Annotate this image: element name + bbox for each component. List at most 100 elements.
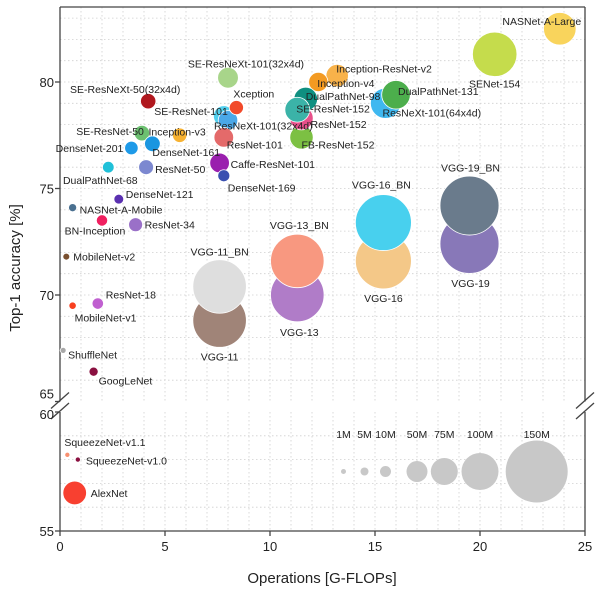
point-label: SE-ResNeXt-101(32x4d) xyxy=(188,59,304,71)
x-tick-label: 0 xyxy=(56,539,63,554)
point-label: Inception-v4 xyxy=(317,78,374,90)
bubble-resnet-34 xyxy=(128,217,143,233)
bubble-vgg-13-bn xyxy=(270,233,325,289)
bubble-inception-v3 xyxy=(172,127,188,143)
point-label: FB-ResNet-152 xyxy=(302,139,375,151)
bubble-nasnet-a-large xyxy=(543,12,577,46)
bubble-googlenet xyxy=(88,366,99,377)
bubble-se-resnext-101-32x4d- xyxy=(217,66,239,89)
point-label: BN-Inception xyxy=(65,225,126,237)
legend-bubble xyxy=(341,469,346,474)
bubble-densenet-161 xyxy=(144,135,161,153)
legend-label: 150M xyxy=(524,429,550,441)
bubble-resnet-101 xyxy=(213,127,235,148)
y-tick-label: 55 xyxy=(40,524,54,539)
bubble-bn-inception xyxy=(95,214,109,227)
bubble-xception xyxy=(228,100,244,116)
point-label: SE-ResNet-101 xyxy=(154,106,228,118)
point-label: Inception-v3 xyxy=(148,126,205,138)
bubble-mobilenet-v1 xyxy=(68,301,77,310)
point-label: DenseNet-201 xyxy=(56,143,124,155)
point-label: VGG-19 xyxy=(451,278,490,290)
size-legend: 1M 5M 10M 50M 75M 100M 150M xyxy=(336,429,568,503)
bubble-resnet-50 xyxy=(138,159,154,176)
bubble-squeezenet-v1-1 xyxy=(64,451,71,458)
point-label: VGG-19_BN xyxy=(441,163,500,175)
y-tick-label: 60 xyxy=(40,407,54,422)
legend-bubble xyxy=(461,453,499,490)
legend-bubble xyxy=(505,440,568,503)
bubble-squeezenet-v1-0 xyxy=(74,456,81,463)
x-tick-label: 15 xyxy=(368,539,382,554)
legend-bubble xyxy=(430,458,458,485)
bubble-densenet-201 xyxy=(124,140,139,156)
point-label: ResNet-34 xyxy=(145,220,195,232)
point-label: NASNet-A-Mobile xyxy=(80,205,163,217)
point-label: SE-ResNeXt-50(32x4d) xyxy=(70,84,180,96)
bubble-mobilenet-v2 xyxy=(62,252,71,261)
point-label: ResNeXt-101(32x4d) xyxy=(214,120,313,132)
point-label: DenseNet-169 xyxy=(228,183,296,195)
x-tick-label: 20 xyxy=(473,539,487,554)
bubble-densenet-121 xyxy=(113,193,125,205)
point-label: ShuffleNet xyxy=(68,349,117,361)
point-label: VGG-16 xyxy=(364,293,403,305)
bubble-vgg-19-bn xyxy=(439,175,500,236)
point-label: SE-ResNet-152 xyxy=(296,104,370,116)
point-label: ResNet-152 xyxy=(311,119,367,131)
bubble-senet-154 xyxy=(472,31,518,77)
axis-break-mark xyxy=(575,392,595,409)
axis-break-mark xyxy=(575,402,595,420)
point-label: NASNet-A-Large xyxy=(502,16,581,28)
x-tick-label: 25 xyxy=(578,539,592,554)
point-label: Inception-ResNet-v2 xyxy=(336,64,432,76)
legend-bubble xyxy=(380,466,391,477)
point-label: VGG-13 xyxy=(280,327,319,339)
point-label: VGG-11 xyxy=(201,352,239,364)
x-tick-label: 5 xyxy=(161,539,168,554)
y-tick-label: 65 xyxy=(40,387,54,402)
bubble-inception-v4 xyxy=(308,71,329,93)
point-label: VGG-11_BN xyxy=(191,246,249,258)
bubble-vgg-16-bn xyxy=(354,194,412,251)
axis-break-mark xyxy=(50,392,70,409)
axis-break-mark xyxy=(50,402,70,420)
point-label: SE-ResNet-50 xyxy=(76,126,144,138)
legend-label: 1M xyxy=(336,429,351,441)
bubble-dualpathnet-68 xyxy=(102,160,115,174)
x-axis-label: Operations [G-FLOPs] xyxy=(247,570,396,587)
legend-label: 100M xyxy=(467,429,493,441)
point-label: ResNet-18 xyxy=(106,290,156,302)
point-label: DenseNet-161 xyxy=(152,147,220,159)
point-label: VGG-13_BN xyxy=(270,220,329,232)
legend-label: 5M xyxy=(357,429,372,441)
axes: 0 5 10 15 20 25 65 70 75 80 55 60 xyxy=(40,6,595,554)
point-label: GoogLeNet xyxy=(99,376,153,388)
point-label: VGG-16_BN xyxy=(352,180,411,192)
legend-bubble xyxy=(360,467,369,476)
point-label: SENet-154 xyxy=(469,78,521,90)
point-label: Xception xyxy=(233,89,274,101)
point-label: ResNet-101 xyxy=(227,139,283,151)
x-tick-label: 10 xyxy=(263,539,277,554)
bubbles xyxy=(59,12,577,506)
point-label: DualPathNet-98 xyxy=(306,91,381,103)
legend-label: 75M xyxy=(434,429,454,441)
bubble-se-resnet-50 xyxy=(133,124,151,142)
bubble-resnet-18 xyxy=(91,297,104,310)
point-label: ResNet-50 xyxy=(155,164,205,176)
bubble-vgg-11-bn xyxy=(192,259,247,314)
point-labels: VGG-11 VGG-11_BN VGG-13 VGG-13_BN VGG-16 VGG-… xyxy=(56,16,582,500)
y-tick-label: 80 xyxy=(40,75,54,90)
point-label: MobileNet-v2 xyxy=(73,252,135,264)
y-tick-label: 70 xyxy=(40,288,54,303)
bubble-shufflenet xyxy=(59,346,67,354)
bubble-nasnet-a-mobile xyxy=(68,203,78,213)
point-label: ResNeXt-101(64x4d) xyxy=(383,107,482,119)
y-tick-label: 75 xyxy=(40,182,54,197)
point-label: DenseNet-121 xyxy=(126,189,194,201)
point-label: SqueezeNet-v1.1 xyxy=(64,437,145,449)
bubble-se-resnet-152 xyxy=(284,96,311,123)
bubble-densenet-169 xyxy=(217,169,231,183)
